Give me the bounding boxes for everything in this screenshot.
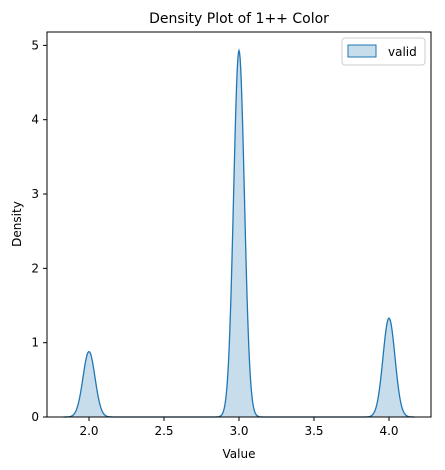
y-axis-ticks: 0 1 2 3 4 5 <box>31 38 47 424</box>
y-tick-label: 2 <box>31 261 39 275</box>
x-tick-label: 3.0 <box>229 424 248 438</box>
chart-title: Density Plot of 1++ Color <box>149 11 329 27</box>
y-tick-label: 4 <box>31 113 39 127</box>
y-tick-label: 0 <box>31 410 39 424</box>
x-tick-label: 2.0 <box>79 424 98 438</box>
legend: valid <box>341 37 426 66</box>
x-tick-label: 4.0 <box>379 424 398 438</box>
x-axis-label: Value <box>223 447 256 461</box>
x-axis-ticks: 2.0 2.5 3.0 3.5 4.0 <box>79 417 399 438</box>
density-area-valid <box>63 50 415 417</box>
x-tick-label: 2.5 <box>154 424 173 438</box>
y-tick-label: 3 <box>31 187 39 201</box>
x-tick-label: 3.5 <box>304 424 323 438</box>
legend-swatch-valid <box>347 44 377 58</box>
y-axis-label: Density <box>10 201 24 247</box>
y-tick-label: 1 <box>31 336 39 350</box>
legend-label-valid: valid <box>388 45 417 59</box>
y-tick-label: 5 <box>31 38 39 52</box>
